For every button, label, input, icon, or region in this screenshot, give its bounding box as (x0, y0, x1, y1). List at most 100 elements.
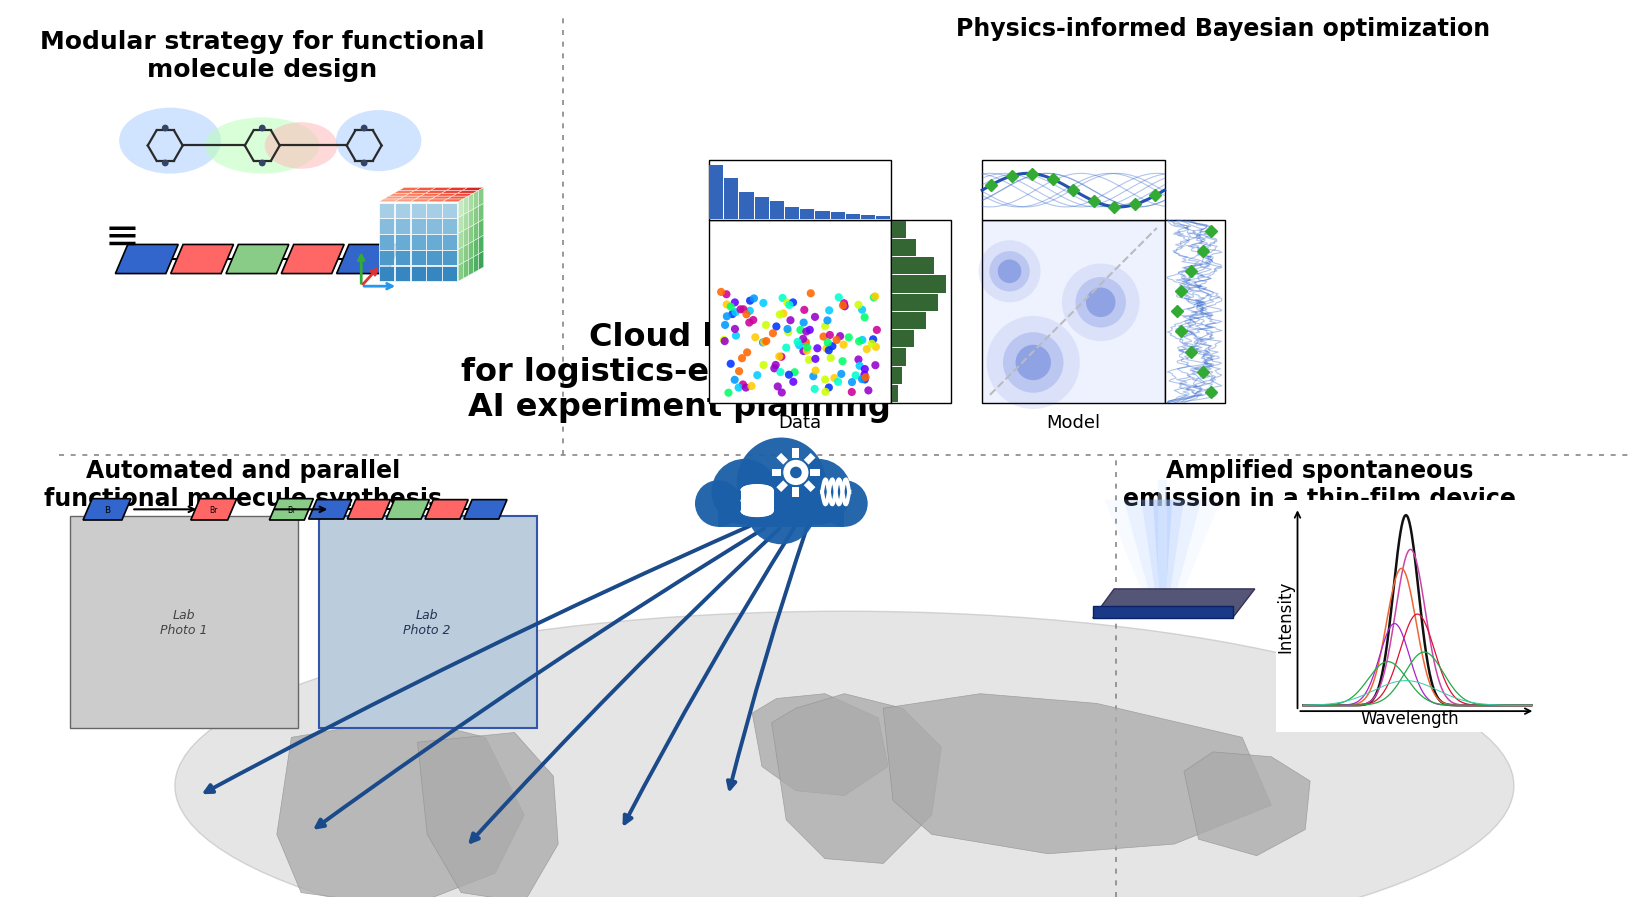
Ellipse shape (120, 108, 221, 174)
Circle shape (857, 375, 865, 384)
Circle shape (741, 384, 749, 393)
Bar (785, 208, 798, 220)
Polygon shape (115, 245, 179, 274)
Circle shape (806, 290, 815, 298)
Polygon shape (226, 245, 288, 274)
Bar (815, 212, 829, 220)
Bar (426, 220, 441, 234)
Polygon shape (410, 191, 431, 194)
Circle shape (259, 126, 266, 132)
Bar (410, 220, 426, 234)
Bar (892, 240, 916, 257)
Circle shape (742, 349, 751, 357)
Polygon shape (479, 236, 484, 255)
Bar (395, 251, 410, 266)
Bar (443, 203, 457, 219)
Polygon shape (426, 191, 446, 194)
Circle shape (749, 295, 757, 303)
Text: for logistics-empowered: for logistics-empowered (461, 357, 898, 388)
Circle shape (801, 339, 810, 347)
Bar (426, 251, 441, 266)
Ellipse shape (741, 506, 774, 517)
Circle shape (782, 344, 790, 353)
Polygon shape (474, 223, 479, 241)
Circle shape (797, 326, 805, 334)
Ellipse shape (741, 496, 774, 507)
Circle shape (836, 333, 844, 341)
Bar (739, 192, 754, 220)
Circle shape (775, 369, 783, 377)
Circle shape (787, 317, 793, 325)
Polygon shape (436, 194, 457, 197)
Circle shape (720, 338, 728, 346)
Bar (708, 221, 890, 404)
Circle shape (820, 333, 828, 342)
Bar (379, 235, 393, 251)
Circle shape (783, 300, 792, 308)
Circle shape (801, 347, 810, 355)
Polygon shape (457, 263, 464, 282)
Circle shape (847, 379, 856, 387)
Circle shape (857, 306, 865, 314)
Circle shape (833, 336, 841, 344)
Circle shape (828, 343, 836, 351)
Text: Wavelength: Wavelength (1359, 709, 1459, 727)
Circle shape (723, 312, 731, 321)
Circle shape (870, 362, 879, 370)
Circle shape (747, 383, 756, 391)
Polygon shape (421, 194, 441, 197)
Bar (890, 221, 951, 404)
Circle shape (808, 373, 816, 381)
Polygon shape (431, 197, 452, 200)
Circle shape (856, 363, 864, 371)
Polygon shape (457, 200, 464, 219)
Circle shape (779, 294, 787, 302)
Bar (426, 267, 441, 282)
Polygon shape (452, 194, 474, 197)
Bar (892, 294, 938, 312)
Circle shape (720, 336, 728, 344)
Circle shape (862, 345, 870, 353)
Polygon shape (474, 207, 479, 226)
Circle shape (800, 319, 808, 327)
Circle shape (870, 293, 879, 302)
Polygon shape (269, 499, 313, 520)
Text: AI experiment planning: AI experiment planning (467, 392, 890, 423)
Polygon shape (1103, 500, 1219, 607)
Circle shape (821, 388, 829, 396)
Circle shape (810, 313, 818, 322)
Circle shape (721, 291, 729, 299)
Bar (410, 251, 426, 266)
Circle shape (731, 333, 739, 341)
Polygon shape (474, 255, 479, 273)
Bar (395, 220, 410, 234)
Polygon shape (464, 261, 469, 279)
Circle shape (821, 481, 867, 527)
Polygon shape (457, 231, 464, 251)
Bar (982, 221, 1164, 404)
Polygon shape (446, 189, 467, 191)
Bar (379, 251, 393, 266)
Bar (1275, 500, 1542, 732)
Bar (769, 202, 783, 220)
Polygon shape (469, 210, 474, 229)
Circle shape (838, 358, 846, 366)
Polygon shape (479, 220, 484, 239)
Circle shape (772, 323, 780, 332)
Circle shape (811, 355, 820, 363)
Circle shape (824, 347, 833, 355)
Polygon shape (441, 191, 462, 194)
Circle shape (997, 261, 1021, 283)
Bar (708, 161, 890, 221)
Bar (410, 203, 426, 219)
Bar (410, 267, 426, 282)
Text: Automated and parallel
functional molecule synthesis: Automated and parallel functional molecu… (44, 458, 441, 510)
Bar (792, 487, 798, 497)
Polygon shape (479, 189, 484, 207)
Bar (860, 216, 875, 220)
Circle shape (839, 300, 847, 308)
Circle shape (854, 338, 862, 346)
Circle shape (854, 356, 862, 364)
Bar (741, 490, 774, 512)
Bar (426, 203, 441, 219)
